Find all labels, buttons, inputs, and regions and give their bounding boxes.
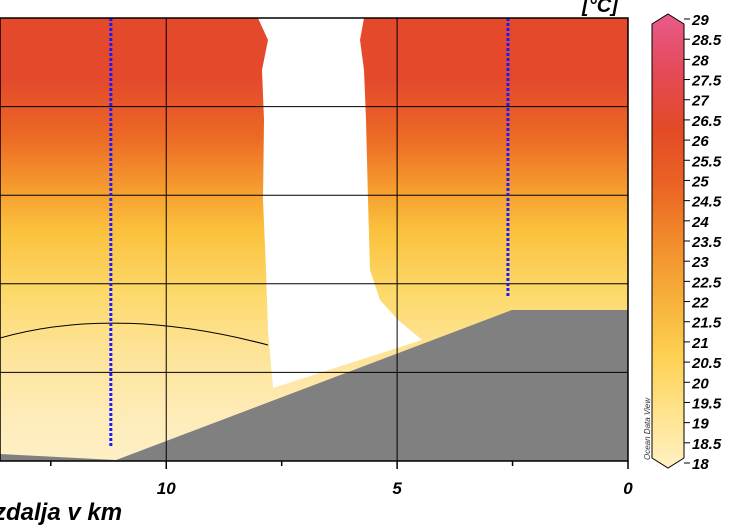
- colorbar-tick-label: 27.5: [691, 73, 722, 90]
- watermark: Ocean Data View: [643, 397, 652, 460]
- colorbar-tick-label: 19.5: [692, 395, 722, 412]
- colorbar-tick-label: 22: [691, 295, 709, 312]
- colorbar-tick-label: 23: [691, 254, 709, 271]
- section-field: [0, 18, 628, 461]
- colorbar-tick-label: 24: [691, 214, 709, 231]
- colorbar-tick-label: 18: [692, 456, 709, 473]
- x-axis-label: zdalja v km: [0, 499, 122, 526]
- colorbar-tick-label: 26.5: [691, 113, 722, 130]
- bottom-topography: [0, 310, 628, 461]
- colorbar-tick-label: 21: [691, 335, 709, 352]
- x-axis: 10 5 0: [50, 461, 633, 498]
- x-tick-label: 10: [157, 479, 176, 498]
- colorbar: 29 28.5 28 27.5 27 26.5 26 25.5 25 24.5 24 23.5 23 22…: [651, 12, 722, 473]
- contour-line: [0, 322, 269, 346]
- grid: [0, 18, 628, 461]
- colorbar-tick-label: 25: [691, 173, 709, 190]
- no-data-gap: [258, 18, 422, 388]
- colorbar-body: [651, 13, 685, 469]
- colorbar-tick-label: 28.5: [691, 32, 722, 49]
- x-tick-label: 5: [392, 479, 402, 498]
- colorbar-tick-label: 19: [692, 416, 709, 433]
- colorbar-ticks: 29 28.5 28 27.5 27 26.5 26 25.5 25 24.5 24 23.5 23 22…: [684, 12, 722, 473]
- colorbar-tick-label: 27: [691, 93, 709, 110]
- x-tick-label: 0: [623, 479, 633, 498]
- plot-frame: [0, 17, 629, 462]
- colorbar-tick-label: 20.5: [691, 355, 722, 372]
- colorbar-tick-label: 26: [691, 133, 709, 150]
- colorbar-tick-label: 24.5: [691, 194, 722, 211]
- colorbar-tick-label: 29: [691, 12, 709, 29]
- colorbar-tick-label: 25.5: [691, 153, 722, 170]
- colorbar-tick-label: 22.5: [691, 274, 722, 291]
- colorbar-tick-label: 21.5: [691, 315, 722, 332]
- colorbar-tick-label: 28: [691, 52, 709, 69]
- colorbar-tick-label: 23.5: [691, 234, 722, 251]
- plot-title-fragment: [°C]: [581, 0, 619, 17]
- colorbar-tick-label: 20: [691, 375, 709, 392]
- colorbar-tick-label: 18.5: [692, 436, 722, 453]
- stations: [109, 18, 510, 448]
